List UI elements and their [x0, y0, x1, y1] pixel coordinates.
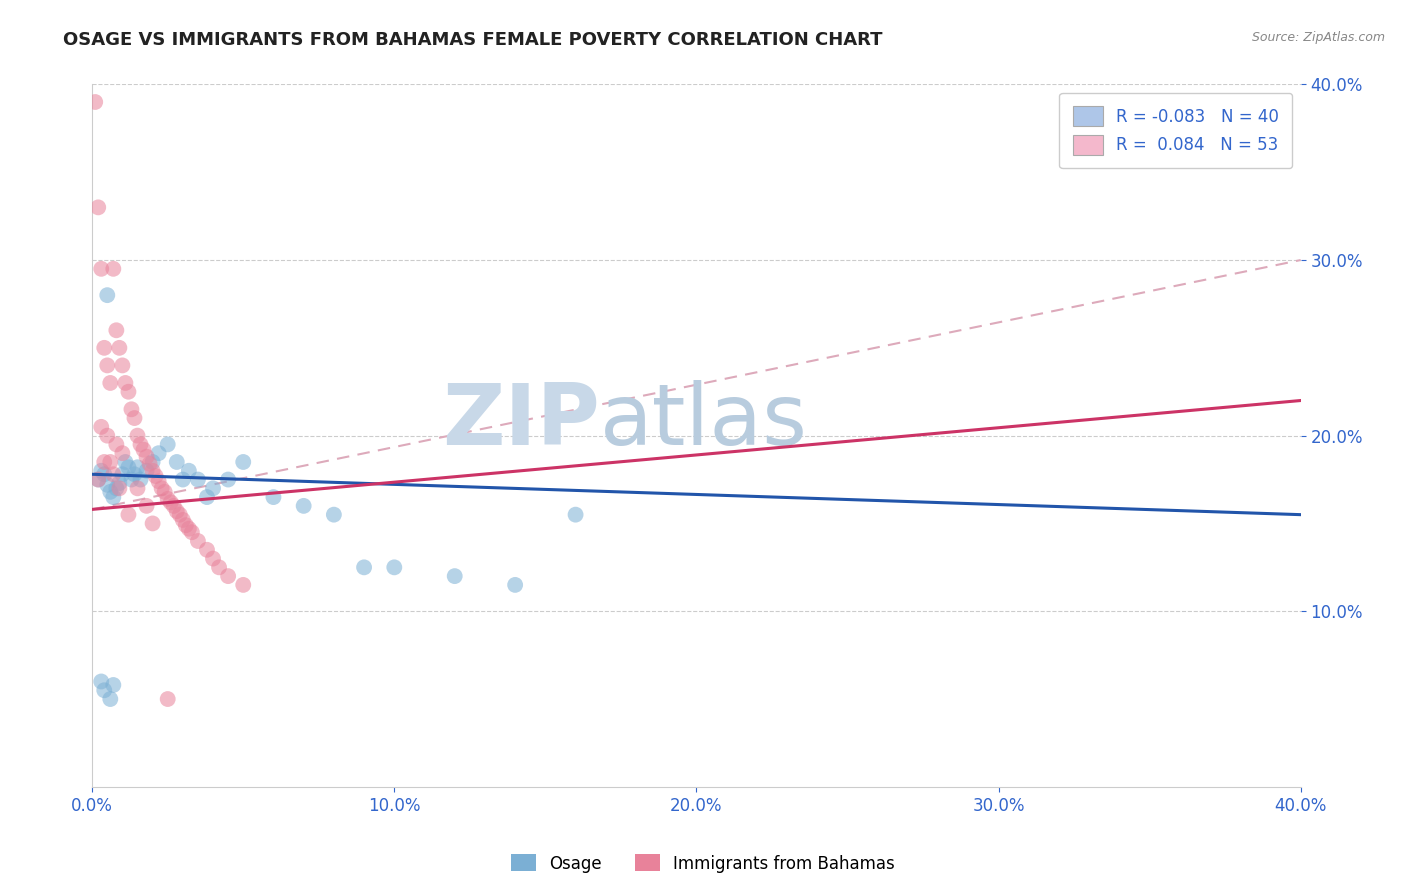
Text: ZIP: ZIP: [441, 380, 600, 463]
Point: [103, 490, 125, 504]
Point: [124, 411, 146, 425]
Point: [135, 450, 157, 464]
Point: [187, 473, 209, 487]
Point: [103, 678, 125, 692]
Point: [202, 551, 225, 566]
Point: [262, 490, 284, 504]
Point: [292, 499, 315, 513]
Point: [177, 464, 200, 478]
Point: [93, 467, 115, 482]
Point: [217, 473, 239, 487]
Point: [93, 341, 115, 355]
Legend: R = -0.083   N = 40, R =  0.084   N = 53: R = -0.083 N = 40, R = 0.084 N = 53: [1060, 93, 1292, 169]
Point: [96, 478, 118, 492]
Text: atlas: atlas: [600, 380, 807, 463]
Point: [232, 455, 254, 469]
Point: [105, 323, 128, 337]
Point: [382, 560, 405, 574]
Point: [169, 508, 191, 522]
Point: [98, 455, 121, 469]
Point: [322, 508, 344, 522]
Point: [172, 473, 194, 487]
Point: [90, 674, 112, 689]
Point: [84, 95, 107, 109]
Point: [353, 560, 375, 574]
Point: [148, 475, 170, 489]
Point: [93, 455, 115, 469]
Point: [443, 569, 465, 583]
Point: [159, 495, 181, 509]
Point: [117, 384, 139, 399]
Point: [87, 200, 110, 214]
Text: OSAGE VS IMMIGRANTS FROM BAHAMAS FEMALE POVERTY CORRELATION CHART: OSAGE VS IMMIGRANTS FROM BAHAMAS FEMALE …: [63, 31, 883, 49]
Point: [195, 490, 218, 504]
Point: [108, 476, 131, 491]
Point: [564, 508, 586, 522]
Point: [111, 359, 134, 373]
Point: [87, 473, 110, 487]
Point: [166, 455, 188, 469]
Point: [105, 481, 128, 495]
Point: [87, 473, 110, 487]
Point: [96, 428, 118, 442]
Point: [142, 516, 165, 531]
Point: [129, 473, 152, 487]
Point: [108, 341, 131, 355]
Point: [90, 420, 112, 434]
Point: [90, 464, 112, 478]
Point: [111, 446, 134, 460]
Point: [135, 499, 157, 513]
Point: [187, 534, 209, 549]
Point: [114, 455, 136, 469]
Point: [195, 542, 218, 557]
Point: [90, 261, 112, 276]
Legend: Osage, Immigrants from Bahamas: Osage, Immigrants from Bahamas: [505, 847, 901, 880]
Point: [156, 491, 179, 506]
Point: [166, 504, 188, 518]
Point: [103, 261, 125, 276]
Point: [108, 481, 131, 495]
Point: [117, 508, 139, 522]
Point: [120, 402, 142, 417]
Point: [98, 692, 121, 706]
Point: [96, 359, 118, 373]
Point: [105, 437, 128, 451]
Point: [148, 446, 170, 460]
Point: [127, 481, 149, 495]
Point: [98, 484, 121, 499]
Point: [208, 560, 231, 574]
Point: [120, 473, 142, 487]
Point: [150, 481, 173, 495]
Point: [142, 464, 165, 478]
Point: [127, 428, 149, 442]
Point: [153, 484, 176, 499]
Point: [156, 692, 179, 706]
Point: [132, 442, 155, 457]
Point: [145, 469, 167, 483]
Point: [174, 518, 197, 533]
Point: [217, 569, 239, 583]
Point: [163, 499, 186, 513]
Point: [96, 288, 118, 302]
Point: [117, 460, 139, 475]
Point: [232, 578, 254, 592]
Point: [202, 481, 225, 495]
Point: [124, 467, 146, 482]
Point: [103, 467, 125, 482]
Point: [156, 437, 179, 451]
Point: [142, 455, 165, 469]
Point: [138, 457, 160, 471]
Text: Source: ZipAtlas.com: Source: ZipAtlas.com: [1251, 31, 1385, 45]
Point: [111, 467, 134, 482]
Point: [114, 376, 136, 390]
Point: [135, 464, 157, 478]
Point: [129, 437, 152, 451]
Point: [127, 460, 149, 475]
Point: [172, 513, 194, 527]
Point: [503, 578, 526, 592]
Point: [177, 522, 200, 536]
Point: [93, 683, 115, 698]
Point: [180, 525, 202, 540]
Point: [98, 376, 121, 390]
